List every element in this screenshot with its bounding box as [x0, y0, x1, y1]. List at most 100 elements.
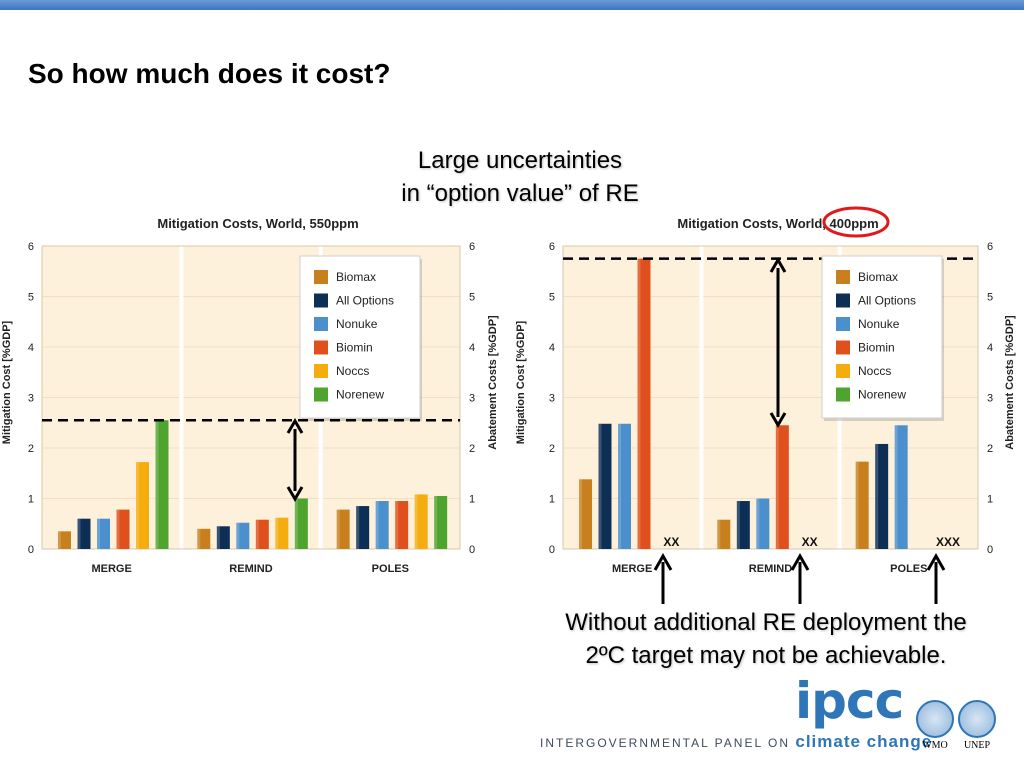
bar-highlight [894, 425, 898, 549]
bar-highlight [236, 522, 240, 549]
y-tick-label: 0 [28, 544, 34, 556]
ipcc-subtitle: INTERGOVERNMENTAL PANEL ON climate chang… [540, 732, 932, 752]
legend-label: Norenew [336, 388, 384, 402]
legend-swatch [314, 317, 328, 331]
y-tick-label: 0 [549, 544, 555, 556]
legend-swatch [836, 270, 850, 284]
arrowhead [286, 486, 304, 502]
y-tick-label-right: 0 [987, 544, 993, 556]
bar-highlight [775, 425, 779, 549]
bar-highlight [736, 501, 740, 549]
y-tick-label: 1 [549, 494, 555, 506]
legend-label: Norenew [858, 388, 906, 402]
bar [197, 528, 211, 549]
legend-label: Biomin [858, 341, 895, 355]
slide-title: So how much does it cost? [28, 58, 391, 89]
ipcc-subtitle-suffix: climate change [795, 732, 933, 751]
wmo-label: WMO [922, 740, 948, 751]
y-tick-label-right: 2 [469, 443, 475, 455]
bar-highlight [275, 517, 279, 549]
uncertainty-arrow-400 [769, 257, 787, 428]
bar [58, 531, 71, 549]
bar [894, 425, 908, 549]
bar [637, 258, 651, 549]
bar-highlight [618, 423, 621, 549]
wmo-logo: WMO [915, 700, 955, 751]
bar [236, 522, 250, 549]
uncertainty-arrow-550 [286, 418, 304, 502]
arrowhead [286, 418, 304, 434]
bar-highlight [756, 498, 760, 549]
x-category-label: MERGE [612, 563, 652, 575]
bar [97, 518, 110, 549]
annotation-line: Large uncertainties [417, 147, 623, 174]
wmo-emblem-icon [916, 700, 954, 738]
bar [155, 420, 169, 549]
x-category-label: POLES [372, 563, 409, 575]
arrowhead [653, 552, 673, 571]
y-tick-label: 3 [28, 393, 34, 405]
arrowhead [790, 552, 810, 571]
bar [855, 461, 869, 549]
bar-highlight [255, 519, 259, 549]
chart-title: Mitigation Costs, World, 400ppm [677, 216, 878, 231]
y-tick-label: 5 [549, 292, 555, 304]
poles-pointer-arrow [926, 552, 946, 604]
y-tick-label-right: 5 [987, 292, 993, 304]
bar-highlight [356, 506, 360, 549]
ipcc-logo: ipcc [795, 672, 904, 730]
unep-label: UNEP [963, 740, 991, 751]
legend-swatch [836, 293, 850, 308]
bar-highlight [216, 526, 220, 549]
annotation-re-deployment: Without additional RE deployment the 2ºC… [520, 606, 1012, 672]
y-tick-label-right: 3 [469, 393, 475, 405]
bar [336, 509, 350, 549]
y-tick-label-right: 3 [987, 393, 993, 405]
bar-highlight [136, 462, 139, 549]
bar [618, 423, 631, 549]
plot-frame [562, 245, 979, 550]
chart-title: Mitigation Costs, World, 550ppm [157, 216, 358, 231]
y-tick-label: 4 [28, 342, 34, 354]
bar [579, 479, 592, 549]
bar-highlight [414, 494, 418, 549]
bar [255, 519, 269, 549]
y-tick-label-right: 5 [469, 292, 475, 304]
bar [136, 462, 149, 549]
missing-marker: XX [802, 535, 818, 549]
bar [356, 506, 370, 549]
annotation-line: Without additional RE deployment the [565, 609, 967, 636]
legend-label: Nonuke [858, 317, 900, 331]
group-separator [179, 246, 184, 549]
bar-highlight [375, 501, 379, 549]
bar-highlight [58, 531, 61, 549]
legend-label: Biomin [336, 341, 373, 355]
bar-highlight [336, 509, 340, 549]
legend-swatch [314, 364, 328, 378]
legend-swatch [836, 317, 850, 331]
bar [116, 509, 130, 549]
bar [375, 501, 389, 549]
y-tick-label: 3 [549, 393, 555, 405]
bar [294, 498, 308, 549]
y-axis-label: Mitigation Cost [%GDP] [515, 320, 527, 444]
bar-highlight [875, 443, 879, 549]
annotation-line: in “option value” of RE [401, 180, 639, 207]
bar-highlight [717, 519, 721, 549]
y-tick-label: 2 [28, 443, 34, 455]
group-separator [699, 246, 704, 549]
bar-highlight [637, 258, 641, 549]
y-axis-label-right: Abatement Costs [%GDP] [1004, 315, 1016, 450]
legend-swatch [836, 387, 850, 402]
bar [717, 519, 731, 549]
x-category-label: MERGE [91, 563, 131, 575]
y-tick-label-right: 2 [987, 443, 993, 455]
bar [434, 495, 448, 549]
legend-swatch [314, 340, 328, 355]
bar [875, 443, 889, 549]
bar-highlight [395, 501, 399, 549]
legend-label: Nonuke [336, 317, 378, 331]
y-axis-label-right: Abatement Costs [%GDP] [487, 315, 499, 450]
bar [216, 526, 230, 549]
